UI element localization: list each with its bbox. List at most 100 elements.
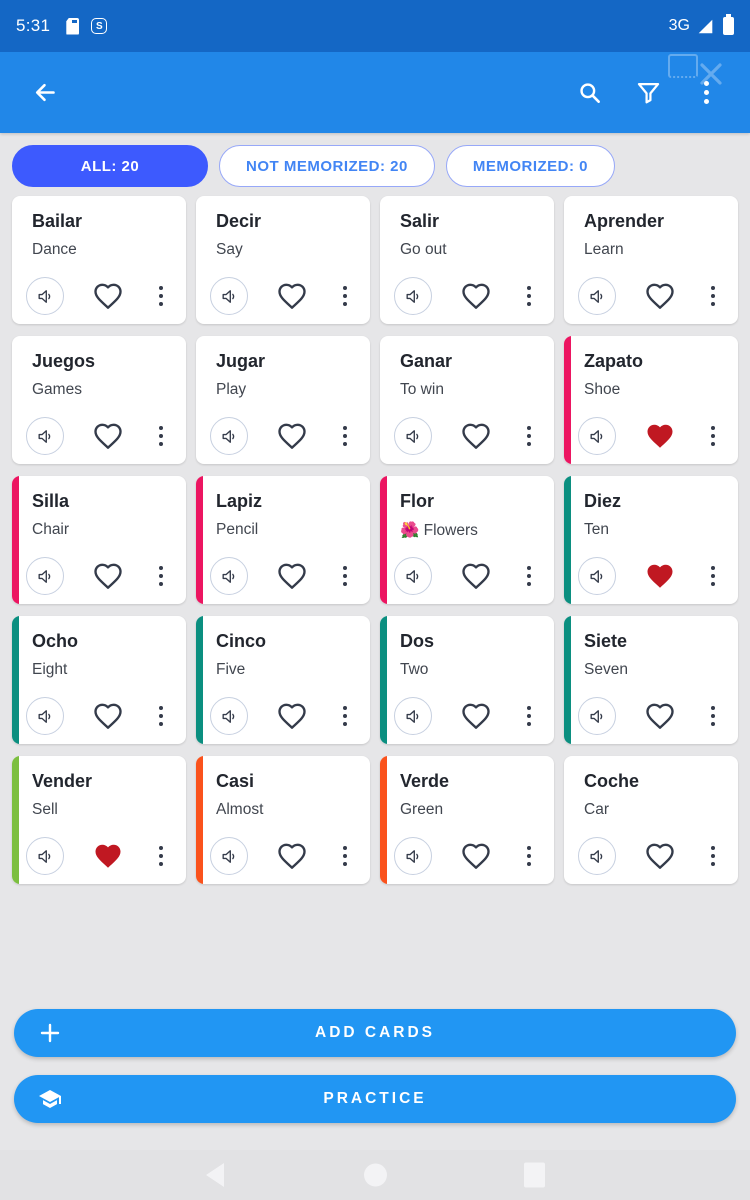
card-menu-button[interactable]: [705, 422, 722, 451]
favorite-button[interactable]: [93, 421, 123, 451]
card-menu-button[interactable]: [153, 422, 170, 451]
card-menu-button[interactable]: [337, 282, 354, 311]
favorite-button[interactable]: [461, 281, 491, 311]
card-translation: Sell: [32, 801, 58, 818]
flashcard[interactable]: Vender Sell: [12, 756, 186, 884]
flashcard[interactable]: Silla Chair: [12, 476, 186, 604]
favorite-button[interactable]: [277, 421, 307, 451]
favorite-button[interactable]: [645, 281, 675, 311]
favorite-button[interactable]: [461, 561, 491, 591]
speak-button[interactable]: [26, 557, 64, 595]
flashcard[interactable]: Ocho Eight: [12, 616, 186, 744]
speak-button[interactable]: [578, 697, 616, 735]
speak-button[interactable]: [394, 277, 432, 315]
favorite-button[interactable]: [461, 421, 491, 451]
card-menu-button[interactable]: [521, 422, 538, 451]
app-bar: [0, 52, 750, 133]
speak-button[interactable]: [210, 277, 248, 315]
card-menu-button[interactable]: [521, 282, 538, 311]
favorite-button[interactable]: [277, 561, 307, 591]
favorite-button[interactable]: [461, 701, 491, 731]
add-cards-button[interactable]: ADD CARDS: [14, 1009, 736, 1057]
speak-button[interactable]: [26, 277, 64, 315]
speak-button[interactable]: [394, 697, 432, 735]
speak-button[interactable]: [578, 417, 616, 455]
speak-button[interactable]: [578, 277, 616, 315]
card-menu-button[interactable]: [705, 282, 722, 311]
favorite-button-active[interactable]: [645, 561, 675, 591]
speak-button[interactable]: [394, 417, 432, 455]
speak-button[interactable]: [210, 837, 248, 875]
favorite-button-active[interactable]: [93, 841, 123, 871]
card-menu-button[interactable]: [153, 842, 170, 871]
flashcard[interactable]: Bailar Dance: [12, 196, 186, 324]
speak-button[interactable]: [394, 837, 432, 875]
favorite-button[interactable]: [93, 701, 123, 731]
flashcard[interactable]: Flor 🌺 Flowers: [380, 476, 554, 604]
flashcard[interactable]: Diez Ten: [564, 476, 738, 604]
favorite-button[interactable]: [93, 281, 123, 311]
favorite-button[interactable]: [645, 841, 675, 871]
card-menu-button[interactable]: [521, 842, 538, 871]
nav-back-icon[interactable]: [204, 1162, 226, 1188]
filter-button[interactable]: [626, 71, 670, 115]
speak-button[interactable]: [578, 837, 616, 875]
overflow-menu-button[interactable]: [684, 71, 728, 115]
ghost-download-tray-icon: [668, 54, 698, 78]
favorite-button-active[interactable]: [645, 421, 675, 451]
flashcard[interactable]: Salir Go out: [380, 196, 554, 324]
flashcard[interactable]: Juegos Games: [12, 336, 186, 464]
flashcard[interactable]: Ganar To win: [380, 336, 554, 464]
heart-filled-icon: [647, 424, 673, 448]
card-menu-button[interactable]: [153, 702, 170, 731]
back-button[interactable]: [22, 71, 66, 115]
heart-outline-icon: [462, 843, 490, 869]
search-button[interactable]: [568, 71, 612, 115]
speak-button[interactable]: [210, 557, 248, 595]
favorite-button[interactable]: [461, 841, 491, 871]
chip-all[interactable]: ALL: 20: [12, 145, 208, 187]
nav-recents-icon[interactable]: [524, 1162, 545, 1188]
flashcard[interactable]: Decir Say: [196, 196, 370, 324]
speak-button[interactable]: [26, 417, 64, 455]
card-translation: Dance: [32, 241, 77, 258]
flashcard[interactable]: Jugar Play: [196, 336, 370, 464]
card-menu-button[interactable]: [337, 702, 354, 731]
card-menu-button[interactable]: [521, 562, 538, 591]
card-menu-button[interactable]: [153, 282, 170, 311]
chip-not-memorized[interactable]: NOT MEMORIZED: 20: [219, 145, 435, 187]
flashcard[interactable]: Dos Two: [380, 616, 554, 744]
speak-button[interactable]: [210, 697, 248, 735]
card-actions: [578, 557, 721, 595]
favorite-button[interactable]: [277, 281, 307, 311]
speak-button[interactable]: [26, 697, 64, 735]
practice-button[interactable]: PRACTICE: [14, 1075, 736, 1123]
flashcard[interactable]: Siete Seven: [564, 616, 738, 744]
speaker-icon: [37, 569, 50, 583]
card-menu-button[interactable]: [153, 562, 170, 591]
card-menu-button[interactable]: [337, 562, 354, 591]
flashcard[interactable]: Verde Green: [380, 756, 554, 884]
chip-memorized[interactable]: MEMORIZED: 0: [445, 145, 616, 187]
flashcard[interactable]: Coche Car: [564, 756, 738, 884]
card-menu-button[interactable]: [337, 422, 354, 451]
flashcard[interactable]: Cinco Five: [196, 616, 370, 744]
card-menu-button[interactable]: [705, 842, 722, 871]
speak-button[interactable]: [26, 837, 64, 875]
favorite-button[interactable]: [277, 841, 307, 871]
favorite-button[interactable]: [277, 701, 307, 731]
speak-button[interactable]: [394, 557, 432, 595]
card-menu-button[interactable]: [521, 702, 538, 731]
favorite-button[interactable]: [645, 701, 675, 731]
speak-button[interactable]: [578, 557, 616, 595]
card-menu-button[interactable]: [337, 842, 354, 871]
speak-button[interactable]: [210, 417, 248, 455]
card-menu-button[interactable]: [705, 702, 722, 731]
flashcard[interactable]: Lapiz Pencil: [196, 476, 370, 604]
flashcard[interactable]: Zapato Shoe: [564, 336, 738, 464]
flashcard[interactable]: Casi Almost: [196, 756, 370, 884]
favorite-button[interactable]: [93, 561, 123, 591]
card-menu-button[interactable]: [705, 562, 722, 591]
flashcard[interactable]: Aprender Learn: [564, 196, 738, 324]
nav-home-icon[interactable]: [364, 1163, 387, 1187]
